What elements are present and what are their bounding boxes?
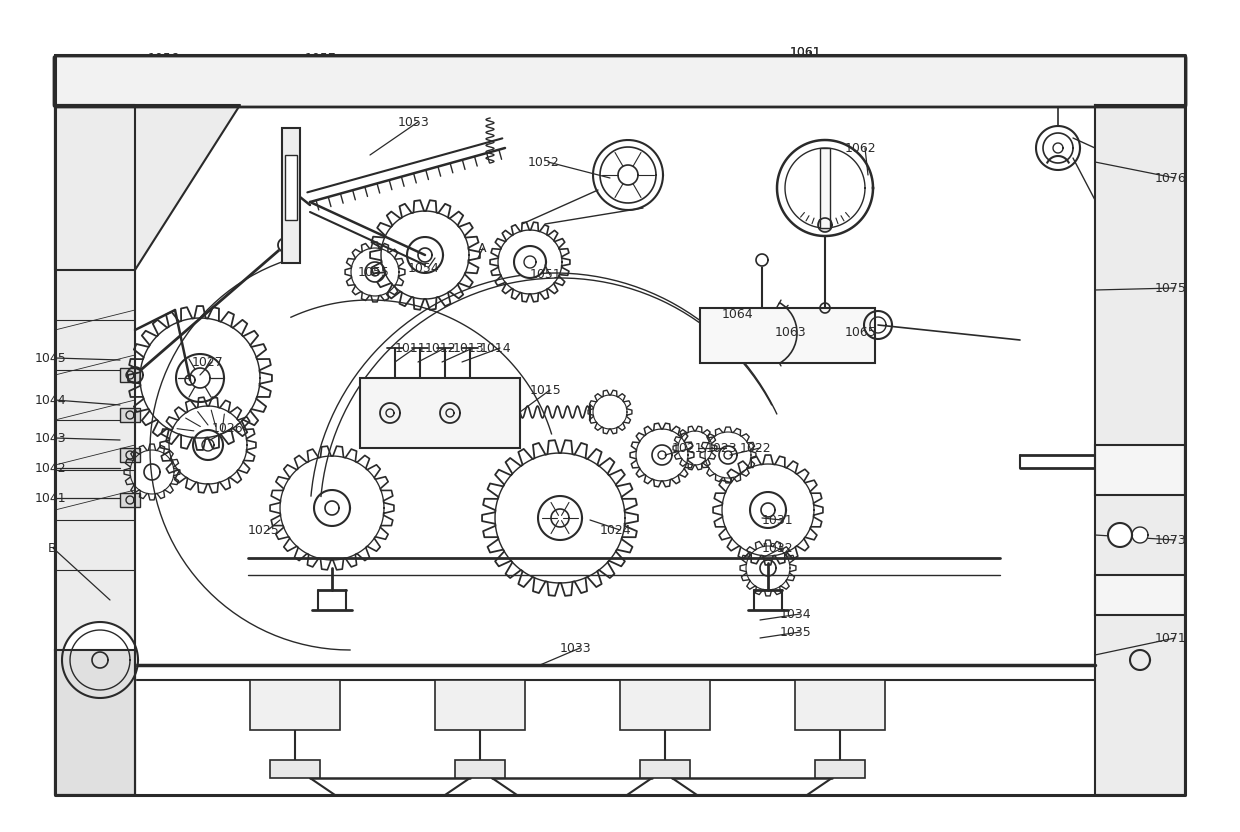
Text: 1052: 1052 [528, 156, 559, 169]
Bar [640, 760, 689, 778]
Text: 1025: 1025 [248, 523, 280, 537]
Polygon shape [1035, 126, 1080, 170]
Text: 1071: 1071 [1154, 631, 1187, 645]
Text: 1051: 1051 [529, 269, 562, 281]
Polygon shape [1095, 105, 1185, 795]
Polygon shape [818, 218, 832, 232]
Text: 1035: 1035 [780, 626, 812, 638]
Polygon shape [440, 403, 460, 423]
Polygon shape [55, 105, 135, 795]
Text: A: A [477, 241, 486, 255]
Text: 1011: 1011 [396, 341, 427, 354]
Polygon shape [55, 650, 135, 795]
Text: 1053: 1053 [398, 116, 430, 128]
Text: 1073: 1073 [1154, 533, 1187, 547]
Text: 1076: 1076 [1154, 171, 1187, 185]
Text: 1064: 1064 [722, 308, 754, 320]
Text: 1063: 1063 [775, 325, 807, 339]
Text: 1033: 1033 [560, 641, 591, 655]
Text: 1061: 1061 [790, 46, 822, 58]
Text: 1014: 1014 [480, 341, 512, 354]
Text: 1065: 1065 [844, 325, 877, 339]
Text: 1043: 1043 [35, 432, 67, 444]
Polygon shape [1109, 523, 1132, 547]
Text: 1054: 1054 [408, 261, 440, 275]
Text: 1023: 1023 [706, 442, 738, 454]
Text: 1032: 1032 [763, 542, 794, 554]
Polygon shape [193, 430, 223, 460]
Text: 1013: 1013 [453, 341, 485, 354]
Bar [120, 408, 140, 422]
Bar [120, 368, 140, 382]
Bar [120, 493, 140, 507]
Text: 1027: 1027 [192, 355, 223, 369]
Polygon shape [1132, 527, 1148, 543]
Polygon shape [864, 311, 892, 339]
Bar [1095, 445, 1185, 495]
Bar [435, 680, 525, 730]
Text: 1055: 1055 [358, 265, 389, 279]
Text: 1061: 1061 [790, 46, 822, 58]
Bar [820, 148, 830, 228]
Bar [701, 308, 875, 363]
Polygon shape [379, 403, 401, 423]
Text: 1056: 1056 [148, 52, 180, 65]
Polygon shape [62, 622, 138, 698]
Polygon shape [365, 262, 384, 282]
Polygon shape [777, 140, 873, 236]
Polygon shape [515, 246, 546, 278]
Text: 1045: 1045 [35, 351, 67, 364]
Text: 1042: 1042 [35, 462, 67, 474]
Polygon shape [126, 367, 143, 383]
Bar [281, 128, 300, 263]
Bar [285, 155, 298, 220]
Text: 1015: 1015 [529, 384, 562, 397]
Text: 1044: 1044 [35, 394, 67, 407]
Text: 1012: 1012 [425, 341, 456, 354]
Polygon shape [314, 490, 350, 526]
Polygon shape [55, 105, 241, 270]
Bar [620, 680, 711, 730]
Polygon shape [750, 492, 786, 528]
Text: 1041: 1041 [35, 492, 67, 504]
Text: 1072: 1072 [1154, 583, 1187, 597]
Text: 1034: 1034 [780, 607, 812, 621]
Polygon shape [719, 446, 737, 464]
Polygon shape [407, 237, 443, 273]
Text: 1022: 1022 [740, 442, 771, 454]
Bar [120, 448, 140, 462]
Polygon shape [593, 140, 663, 210]
Bar [360, 378, 520, 448]
Bar [795, 680, 885, 730]
Bar [815, 760, 866, 778]
Text: 1021: 1021 [672, 442, 703, 454]
Bar [1095, 575, 1185, 615]
Bar [250, 680, 340, 730]
FancyBboxPatch shape [55, 56, 1185, 107]
Bar [270, 760, 320, 778]
Bar [455, 760, 505, 778]
Text: 1074: 1074 [1154, 462, 1187, 474]
Text: 1057: 1057 [305, 52, 337, 65]
Text: 1026: 1026 [212, 422, 243, 434]
Polygon shape [756, 254, 768, 266]
Polygon shape [652, 445, 672, 465]
Text: 1031: 1031 [763, 513, 794, 527]
Text: 1024: 1024 [600, 523, 631, 537]
Polygon shape [538, 496, 582, 540]
Text: 1062: 1062 [844, 141, 877, 155]
Text: B: B [48, 542, 57, 554]
Text: 1075: 1075 [1154, 281, 1187, 295]
Polygon shape [278, 238, 291, 252]
Polygon shape [176, 354, 224, 402]
